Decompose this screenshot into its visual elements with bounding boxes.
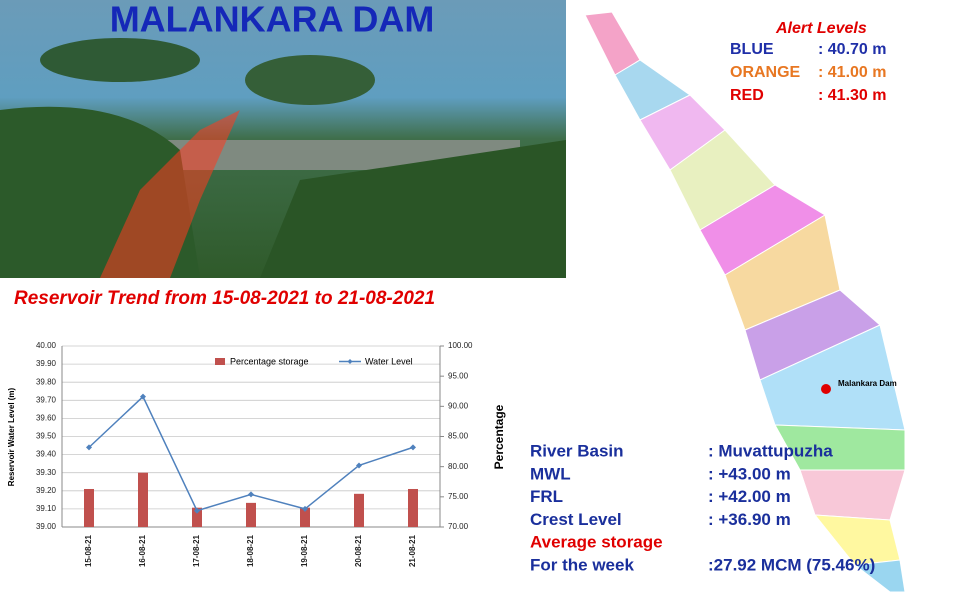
line-marker — [86, 444, 92, 451]
info-value: : +43.00 m — [708, 464, 791, 483]
info-value: : Muvattupuzha — [708, 441, 833, 460]
y-tick-label: 39.40 — [36, 450, 57, 459]
y-tick-label: 39.00 — [36, 522, 57, 531]
legend-swatch — [215, 358, 225, 365]
alert-title: Alert Levels — [775, 20, 867, 37]
info-label: Crest Level — [530, 510, 622, 529]
x-tick-label: 16-08-21 — [138, 534, 147, 567]
alert-levels: BLUE : 40.70 m ORANGE : 41.00 m RED : 41.30 m — [730, 41, 886, 104]
y2-tick-label: 90.00 — [448, 401, 469, 410]
y-tick-label: 40.00 — [36, 341, 57, 350]
chart: 39.00 39.10 39.20 39.30 39.40 39.50 39.60 39.70… — [0, 328, 512, 600]
y-tick-label: 39.90 — [36, 359, 57, 368]
line-marker — [356, 462, 362, 469]
y2-tick-label: 85.00 — [448, 432, 469, 441]
bar — [138, 472, 148, 527]
title: MALANKARA DAM — [110, 0, 435, 40]
info-label: River Basin — [530, 441, 624, 460]
alert-value: : 41.00 m — [818, 64, 886, 81]
x-tick-label: 18-08-21 — [246, 534, 255, 567]
y-tick-label: 39.10 — [36, 504, 57, 513]
y-tick-label: 39.30 — [36, 468, 57, 477]
info-panel: River Basin : Muvattupuzha MWL : +43.00 m FR… — [530, 441, 875, 574]
y2-axis-label: Percentage — [492, 404, 506, 469]
info-value: : +42.00 m — [708, 487, 791, 506]
x-tick-label: 21-08-21 — [408, 534, 417, 567]
y-tick-label: 39.70 — [36, 395, 57, 404]
x-tick-label: 17-08-21 — [192, 534, 201, 567]
line-marker — [140, 393, 146, 400]
y2-tick-label: 70.00 — [448, 522, 469, 531]
x-tick-label: 19-08-21 — [300, 534, 309, 567]
district — [853, 559, 906, 593]
line-marker — [194, 507, 200, 514]
alert-label: BLUE — [730, 41, 774, 58]
district — [799, 469, 906, 521]
photo — [0, 0, 566, 279]
y2-tick-label: 80.00 — [448, 462, 469, 471]
info-label: For the week — [530, 555, 634, 574]
info-value: : +36.90 m — [708, 510, 791, 529]
x-tick-label: 15-08-21 — [84, 534, 93, 567]
x-tick-label: 20-08-21 — [354, 534, 363, 567]
bar — [84, 488, 94, 527]
alert-value: : 41.30 m — [818, 87, 886, 104]
info-label: FRL — [530, 487, 563, 506]
bar — [246, 502, 256, 527]
y-axis-label: Reservoir Water Level (m) — [7, 387, 16, 486]
info-value: :27.92 MCM (75.46%) — [708, 555, 875, 574]
chart-frame — [0, 328, 512, 600]
line-marker — [410, 444, 416, 451]
alert-label: ORANGE — [730, 64, 801, 81]
bar — [192, 507, 202, 527]
bar — [300, 507, 310, 527]
y2-tick-label: 95.00 — [448, 371, 469, 380]
line-marker — [302, 505, 308, 512]
info-label: Average storage — [530, 533, 663, 552]
legend-label: Water Level — [365, 356, 413, 366]
bar — [354, 493, 364, 527]
y2-tick-label: 75.00 — [448, 492, 469, 501]
y-tick-label: 39.80 — [36, 377, 57, 386]
map — [584, 11, 906, 593]
bar — [408, 488, 418, 527]
subtitle: Reservoir Trend from 15-08-2021 to 21-08… — [14, 288, 435, 309]
dam-marker — [821, 384, 831, 394]
dam-label: Malankara Dam — [838, 379, 897, 388]
legend-label: Percentage storage — [230, 356, 309, 366]
legend-swatch — [347, 359, 353, 364]
alert-label: RED — [730, 87, 764, 104]
y-tick-label: 39.60 — [36, 414, 57, 423]
y2-tick-label: 100.00 — [448, 341, 473, 350]
alert-value: : 40.70 m — [818, 41, 886, 58]
info-label: MWL — [530, 464, 571, 483]
y-tick-label: 39.50 — [36, 432, 57, 441]
y-tick-label: 39.20 — [36, 486, 57, 495]
line-marker — [248, 491, 254, 498]
